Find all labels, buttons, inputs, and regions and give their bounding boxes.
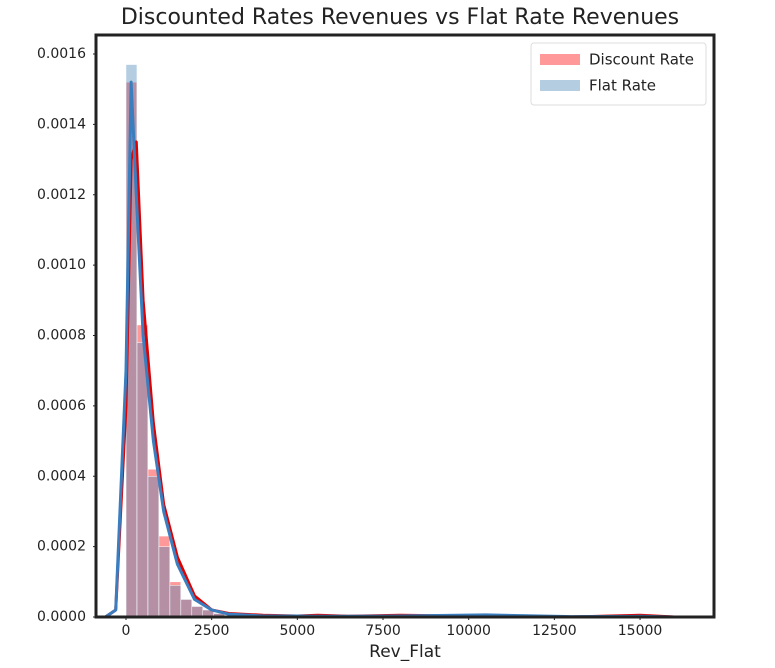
legend-box	[530, 42, 707, 106]
y-tick-label: 0.0012	[37, 187, 86, 203]
legend-label: Flat Rate	[589, 77, 656, 95]
legend-patch	[540, 80, 580, 91]
x-tick-label: 5000	[280, 623, 316, 639]
plot-frame	[94, 33, 716, 619]
x-tick-label: 7500	[365, 623, 401, 639]
y-tick-label: 0.0016	[37, 46, 86, 62]
x-axis-label: Rev_Flat	[369, 642, 441, 662]
histogram-bar	[136, 342, 149, 618]
histogram-bar	[191, 606, 204, 618]
kde-line	[104, 80, 675, 619]
y-tick-label: 0.0008	[37, 328, 86, 344]
histogram-bar	[180, 599, 193, 618]
y-tick-label: 0.0010	[37, 257, 86, 273]
y-tick-label: 0.0006	[37, 398, 86, 414]
legend-label: Discount Rate	[589, 51, 694, 69]
y-tick-label: 0.0004	[37, 468, 86, 484]
y-tick-label: 0.0002	[37, 539, 86, 555]
y-tick-label: 0.0000	[37, 609, 86, 625]
chart-title: Discounted Rates Revenues vs Flat Rate R…	[121, 5, 679, 30]
legend: Discount Rate Flat Rate	[530, 42, 707, 106]
legend-patch	[540, 54, 580, 65]
histogram-bar	[158, 546, 171, 618]
histogram-bar	[169, 585, 182, 618]
x-tick-label: 2500	[194, 623, 230, 639]
y-tick-label: 0.0014	[37, 116, 86, 132]
histogram-bar	[147, 476, 160, 618]
kde-line	[104, 140, 675, 619]
x-tick-label: 15000	[618, 623, 663, 639]
x-tick-label: 0	[122, 623, 131, 639]
x-tick-label: 12500	[532, 623, 577, 639]
x-tick-label: 10000	[446, 623, 491, 639]
